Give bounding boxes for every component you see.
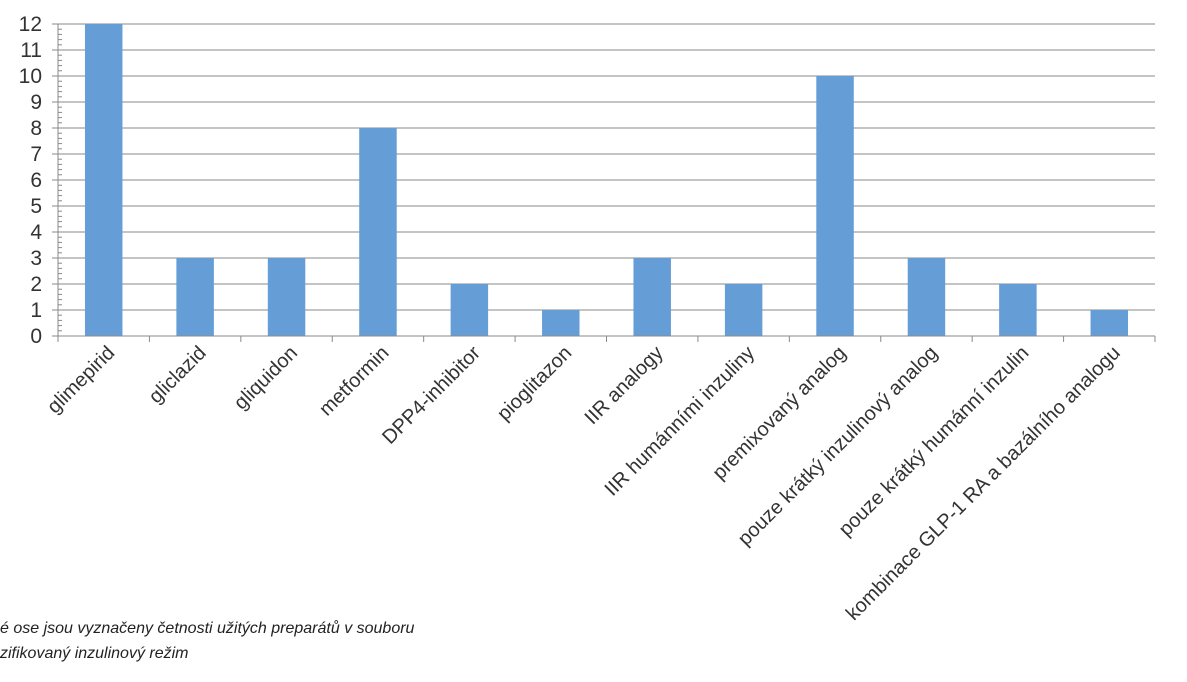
x-tick-labels: glimepirid gliclazid gliquidon metforminDPP… xyxy=(43,342,1125,625)
bar xyxy=(450,284,489,336)
y-tick-label: 3 xyxy=(30,247,42,270)
x-tick-label: IIR analogy xyxy=(581,342,668,429)
x-tick-label: gliquidon xyxy=(230,342,302,414)
caption-line-2: zifikovaný inzulinový režim xyxy=(0,645,189,662)
bars xyxy=(84,24,1129,336)
x-tick-label: glimepirid xyxy=(43,342,119,418)
bar xyxy=(267,258,306,336)
x-tick-label: pouze krátký inzulinový analog xyxy=(734,342,942,550)
gridlines xyxy=(58,23,1155,311)
bar xyxy=(359,128,397,336)
bar xyxy=(724,284,763,336)
bar xyxy=(1090,310,1129,336)
bar xyxy=(84,24,123,336)
y-tick-label: 5 xyxy=(30,195,42,218)
bar xyxy=(999,284,1037,336)
axes xyxy=(52,23,1156,342)
x-tick-label: metformin xyxy=(315,342,393,420)
bar xyxy=(633,258,671,336)
y-tick-label: 9 xyxy=(30,91,42,114)
y-tick-label: 7 xyxy=(30,143,42,166)
bar xyxy=(816,76,854,336)
bar xyxy=(176,258,214,336)
x-tick-label: gliclazid xyxy=(145,342,211,408)
y-tick-label: 2 xyxy=(30,273,42,296)
bar xyxy=(542,310,580,336)
y-tick-label: 12 xyxy=(19,13,42,36)
y-tick-label: 11 xyxy=(20,39,42,62)
y-tick-label: 6 xyxy=(30,169,42,192)
bar xyxy=(907,258,946,336)
minor-ticks xyxy=(58,28,62,332)
y-tick-label: 1 xyxy=(30,299,42,322)
x-tick-label: pouze krátký humánní inzulin xyxy=(835,342,1034,541)
y-tick-label: 4 xyxy=(30,221,42,244)
y-tick-label: 10 xyxy=(19,65,42,88)
x-tick-label: IIR humánními inzuliny xyxy=(601,342,760,501)
y-tick-label: 0 xyxy=(30,325,42,348)
x-tick-label: DPP4-inhibitor xyxy=(378,342,485,449)
x-tick-label: pioglitazon xyxy=(493,342,576,425)
caption-line-1: é ose jsou vyznačeny četnosti užitých pr… xyxy=(0,620,415,637)
y-tick-label: 8 xyxy=(30,117,42,140)
